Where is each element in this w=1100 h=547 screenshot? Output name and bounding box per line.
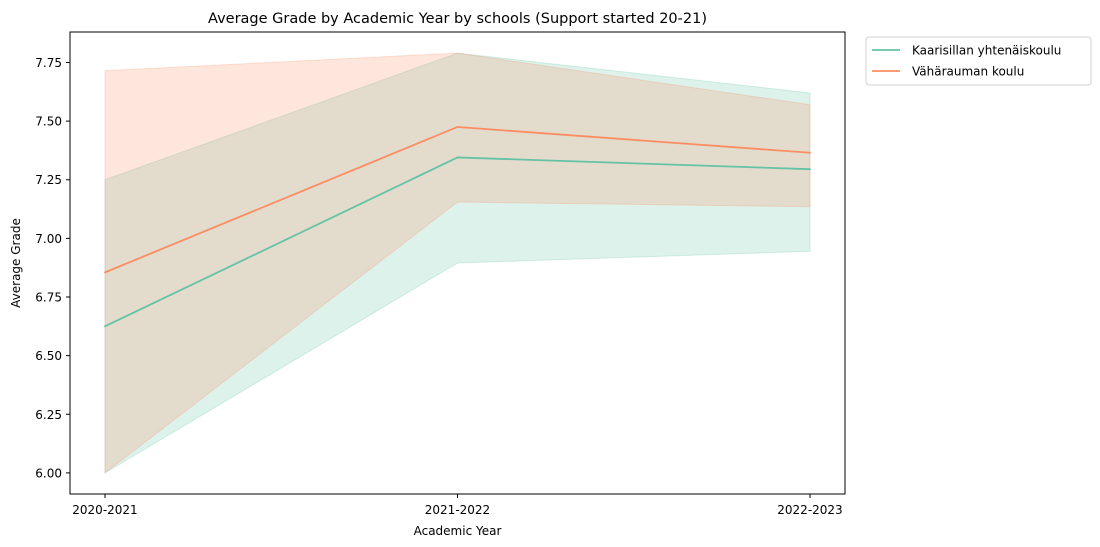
y-axis-ticks: 6.00 6.25 6.50 6.75 7.00 7.25 7.50 7.75	[35, 56, 70, 480]
data-point-kaarisillan-yhtenaiskoulu-1	[456, 156, 459, 159]
confidence-band-vaharauman-koulu	[104, 52, 811, 474]
y-tick-label: 7.25	[35, 173, 62, 187]
x-axis-ticks: 2020-2021 2021-2022 2022-2023	[72, 494, 843, 517]
confidence-bands	[104, 52, 811, 474]
y-tick-label: 7.00	[35, 232, 62, 246]
data-point-kaarisillan-yhtenaiskoulu-2	[809, 168, 811, 171]
y-tick-label: 7.50	[35, 115, 62, 129]
legend-label: Vähärauman koulu	[912, 65, 1024, 79]
legend-item-vaharauman-koulu: Vähärauman koulu	[872, 65, 1024, 79]
y-tick-label: 6.00	[35, 466, 62, 480]
y-tick-label: 6.25	[35, 408, 62, 422]
legend-label: Kaarisillan yhtenäiskoulu	[912, 44, 1061, 58]
data-point-vaharauman-koulu-0	[104, 271, 106, 274]
confidence-band-kaarisillan-yhtenaiskoulu	[104, 52, 811, 474]
data-point-vaharauman-koulu-1	[456, 126, 459, 128]
series-lines	[104, 126, 811, 328]
legend-items: Kaarisillan yhtenäiskoulu Vähärauman koul…	[872, 44, 1061, 79]
x-tick-label: 2022-2023	[777, 503, 842, 517]
x-axis-label: Academic Year	[414, 524, 502, 538]
data-point-vaharauman-koulu-2	[809, 151, 811, 154]
y-tick-label: 6.75	[35, 291, 62, 305]
y-tick-label: 6.50	[35, 349, 62, 363]
y-axis-label: Average Grade	[9, 218, 23, 308]
data-point-kaarisillan-yhtenaiskoulu-0	[104, 325, 106, 328]
x-tick-label: 2021-2022	[425, 503, 490, 517]
y-tick-label: 7.75	[35, 56, 62, 70]
legend: Kaarisillan yhtenäiskoulu Vähärauman koul…	[865, 36, 1092, 86]
legend-item-kaarisillan-yhtenaiskoulu: Kaarisillan yhtenäiskoulu	[872, 44, 1061, 58]
chart-title: Average Grade by Academic Year by school…	[208, 11, 707, 27]
x-tick-label: 2020-2021	[72, 503, 137, 517]
legend-frame	[865, 36, 1092, 86]
